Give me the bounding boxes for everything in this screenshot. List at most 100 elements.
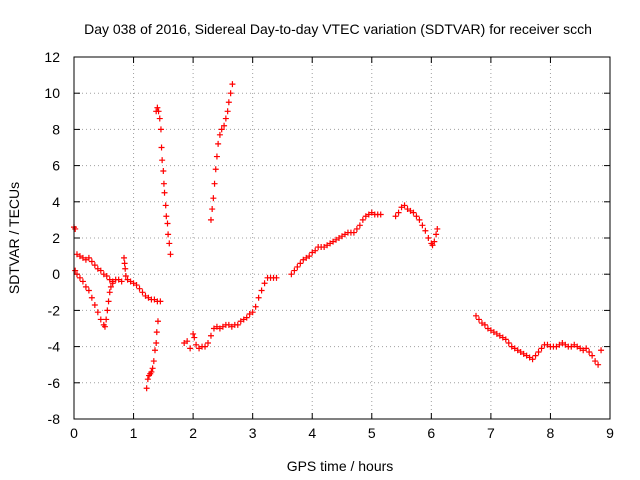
data-point: [72, 267, 79, 274]
y-tick-label: 0: [52, 266, 60, 282]
data-point: [105, 298, 112, 305]
series-seg-a-lower: [72, 267, 116, 330]
data-point: [165, 231, 172, 238]
data-point: [535, 349, 542, 356]
data-point: [431, 238, 438, 245]
data-point: [136, 285, 143, 292]
data-point: [150, 358, 157, 365]
y-tick-label: 2: [52, 230, 60, 246]
data-point: [213, 153, 220, 160]
data-point: [148, 368, 155, 375]
data-series: [71, 81, 605, 392]
data-point: [598, 347, 605, 354]
data-point: [118, 278, 125, 285]
data-point: [234, 321, 241, 328]
chart-title: Day 038 of 2016, Sidereal Day-to-day VTE…: [84, 21, 592, 37]
data-point: [211, 180, 218, 187]
data-point: [154, 318, 161, 325]
x-tick-label: 5: [368, 425, 376, 441]
data-point: [82, 283, 89, 290]
data-point: [273, 274, 280, 281]
data-point: [122, 273, 129, 280]
data-point: [190, 330, 197, 337]
data-point: [353, 225, 360, 232]
x-tick-label: 4: [308, 425, 316, 441]
data-point: [207, 216, 214, 223]
data-point: [161, 189, 168, 196]
data-point: [160, 180, 167, 187]
data-point: [529, 356, 536, 363]
data-point: [359, 216, 366, 223]
plot-frame: [73, 56, 611, 420]
series-seg-c: [181, 274, 280, 352]
data-point: [261, 280, 268, 287]
data-point: [139, 289, 146, 296]
series-seg-a-upper: [71, 224, 164, 305]
data-point: [73, 271, 80, 278]
data-point: [288, 271, 295, 278]
data-point: [103, 316, 110, 323]
data-point: [243, 314, 250, 321]
x-tick-label: 8: [547, 425, 555, 441]
data-point: [184, 338, 191, 345]
y-tick-label: 10: [44, 85, 60, 101]
data-point: [294, 263, 301, 270]
data-point: [392, 213, 399, 220]
data-point: [149, 365, 156, 372]
data-point: [91, 262, 98, 269]
data-point: [207, 332, 214, 339]
series-seg-b: [143, 104, 174, 392]
data-point: [505, 339, 512, 346]
data-point: [97, 267, 104, 274]
data-point: [419, 222, 426, 229]
data-point: [583, 345, 590, 352]
x-tick-label: 9: [606, 425, 614, 441]
x-tick-label: 0: [70, 425, 78, 441]
data-point: [210, 195, 217, 202]
data-point: [144, 376, 151, 383]
data-point: [164, 220, 171, 227]
data-point: [191, 334, 198, 341]
data-point: [218, 126, 225, 133]
data-point: [79, 278, 86, 285]
data-point: [422, 227, 429, 234]
data-point: [481, 321, 488, 328]
data-point: [97, 316, 104, 323]
data-point: [91, 301, 98, 308]
data-point: [157, 126, 164, 133]
y-tick-label: -4: [48, 339, 61, 355]
data-point: [163, 213, 170, 220]
data-point: [586, 349, 593, 356]
data-point: [377, 211, 384, 218]
data-point: [433, 231, 440, 238]
data-point: [258, 287, 265, 294]
y-tick-label: -6: [48, 375, 61, 391]
y-tick-label: 8: [52, 121, 60, 137]
data-point: [356, 222, 363, 229]
data-point: [306, 253, 313, 260]
data-point: [193, 341, 200, 348]
series-seg-d: [207, 81, 236, 223]
data-point: [153, 339, 160, 346]
data-point: [107, 283, 114, 290]
x-tick-label: 6: [427, 425, 435, 441]
data-point: [502, 336, 509, 343]
data-point: [589, 352, 596, 359]
data-point: [249, 309, 256, 316]
data-point: [215, 140, 222, 147]
data-point: [475, 316, 482, 323]
y-axis-label: SDTVAR / TECUs: [6, 182, 22, 294]
data-point: [76, 274, 83, 281]
data-point: [410, 209, 417, 216]
data-point: [401, 202, 408, 209]
grid: [74, 57, 610, 419]
data-point: [94, 309, 101, 316]
data-point: [425, 235, 432, 241]
data-point: [297, 260, 304, 267]
data-point: [434, 225, 441, 232]
x-tick-label: 2: [189, 425, 197, 441]
series-seg-g: [473, 312, 605, 368]
data-point: [221, 122, 228, 129]
